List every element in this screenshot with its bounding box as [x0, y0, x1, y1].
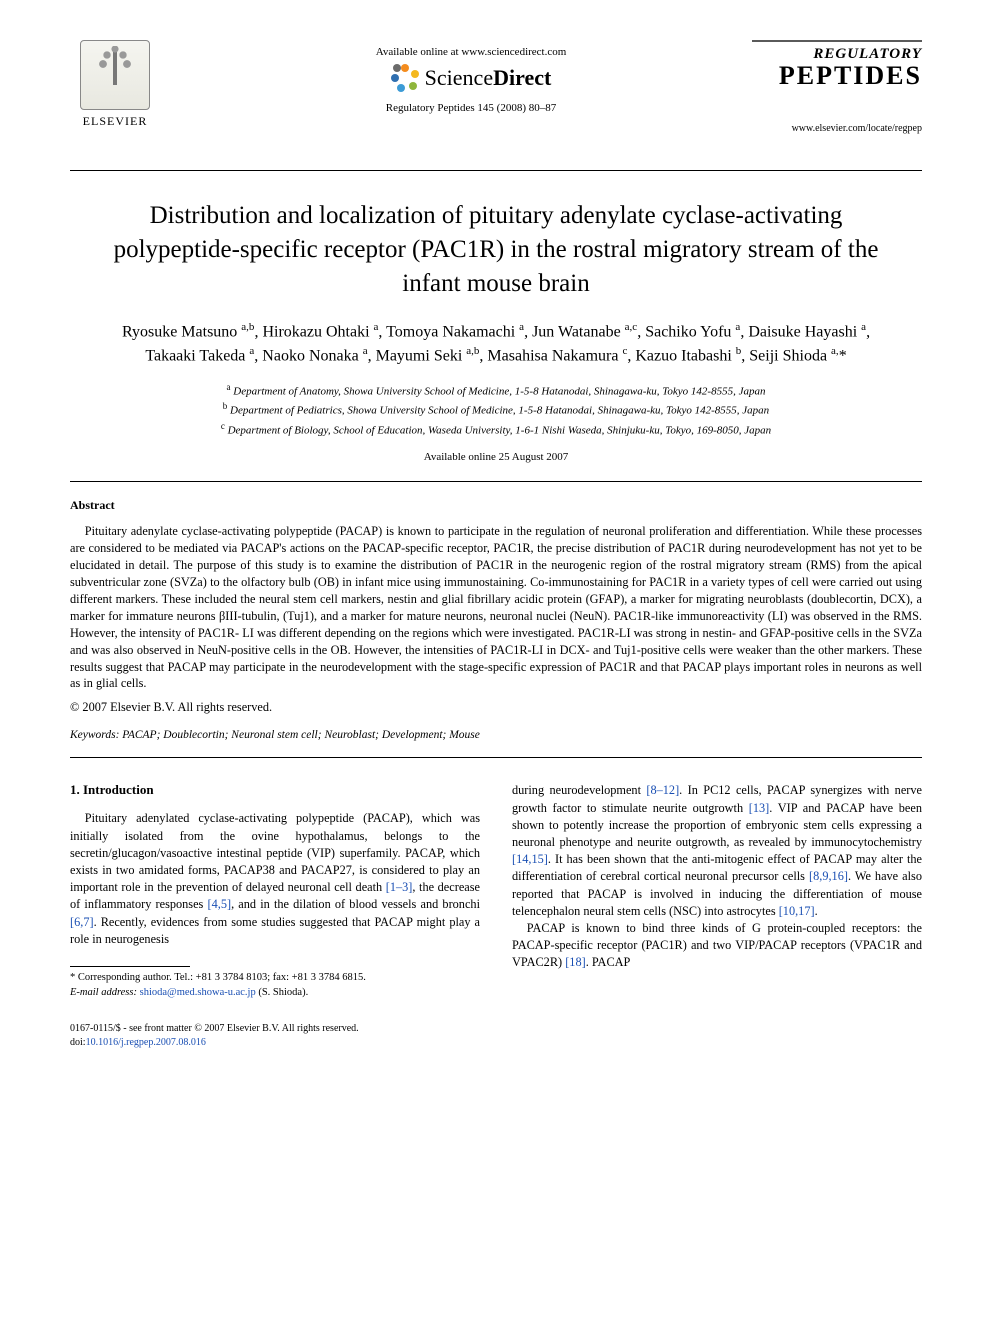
ref-link[interactable]: [8,9,16]: [809, 869, 848, 883]
top-rule: [70, 170, 922, 171]
sciencedirect-logo: ScienceDirect: [190, 64, 752, 92]
sd-wordmark: ScienceDirect: [425, 65, 552, 91]
ref-link[interactable]: [4,5]: [208, 897, 232, 911]
email-label: E-mail address:: [70, 987, 137, 998]
intro-heading: 1. Introduction: [70, 782, 480, 798]
abstract-body: Pituitary adenylate cyclase-activating p…: [70, 523, 922, 693]
title-rule: [70, 481, 922, 482]
affiliation-b: b Department of Pediatrics, Showa Univer…: [70, 400, 922, 419]
ref-link[interactable]: [10,17]: [779, 904, 815, 918]
journal-word-2: PEPTIDES: [752, 63, 922, 89]
abstract-paragraph: Pituitary adenylate cyclase-activating p…: [70, 523, 922, 693]
t: . Recently, evidences from some studies …: [70, 915, 480, 946]
intro-col2-p2: PACAP is known to bind three kinds of G …: [512, 920, 922, 972]
available-online-date: Available online 25 August 2007: [70, 451, 922, 463]
sd-flower-icon: [391, 64, 419, 92]
intro-col2: during neurodevelopment [8–12]. In PC12 …: [512, 782, 922, 971]
abstract-heading: Abstract: [70, 498, 922, 513]
publisher-block: ELSEVIER: [70, 40, 190, 140]
sd-word-2: Direct: [493, 65, 551, 90]
affiliation-a: a Department of Anatomy, Showa Universit…: [70, 381, 922, 400]
publication-header: ELSEVIER Available online at www.science…: [70, 40, 922, 140]
t: .: [815, 904, 818, 918]
t: during neurodevelopment: [512, 783, 646, 797]
ref-link[interactable]: [6,7]: [70, 915, 94, 929]
body-columns: 1. Introduction Pituitary adenylated cyc…: [70, 782, 922, 1000]
journal-citation: Regulatory Peptides 145 (2008) 80–87: [190, 102, 752, 114]
keywords-list: PACAP; Doublecortin; Neuronal stem cell;…: [122, 729, 480, 741]
journal-url: www.elsevier.com/locate/regpep: [752, 123, 922, 134]
email-link[interactable]: shioda@med.showa-u.ac.jp: [140, 987, 256, 998]
email-paren: (S. Shioda).: [258, 987, 308, 998]
intro-col1: Pituitary adenylated cyclase-activating …: [70, 810, 480, 948]
page-footer: 0167-0115/$ - see front matter © 2007 El…: [70, 1022, 922, 1050]
sd-word-1: Science: [425, 65, 493, 90]
t: . PACAP: [586, 955, 631, 969]
keywords-line: Keywords: PACAP; Doublecortin; Neuronal …: [70, 729, 922, 741]
doi-label: doi:: [70, 1037, 86, 1048]
ref-link[interactable]: [18]: [565, 955, 586, 969]
affiliation-c: c Department of Biology, School of Educa…: [70, 420, 922, 439]
elsevier-logo: ELSEVIER: [70, 40, 160, 140]
paper-title: Distribution and localization of pituita…: [110, 199, 882, 300]
publisher-name: ELSEVIER: [83, 114, 148, 129]
author-list: Ryosuke Matsuno a,b, Hirokazu Ohtaki a, …: [100, 320, 892, 367]
journal-brand-block: REGULATORY PEPTIDES www.elsevier.com/loc…: [752, 40, 922, 134]
right-column: during neurodevelopment [8–12]. In PC12 …: [512, 782, 922, 1000]
corr-email-line: E-mail address: shioda@med.showa-u.ac.jp…: [70, 986, 480, 1001]
corresponding-author-footnote: * Corresponding author. Tel.: +81 3 3784…: [70, 971, 480, 1000]
footnote-rule: [70, 966, 190, 967]
available-online-line: Available online at www.sciencedirect.co…: [190, 46, 752, 58]
abstract-rule: [70, 757, 922, 758]
affiliation-a-text: Department of Anatomy, Showa University …: [233, 386, 765, 398]
footer-front-matter: 0167-0115/$ - see front matter © 2007 El…: [70, 1022, 922, 1036]
doi-link[interactable]: 10.1016/j.regpep.2007.08.016: [86, 1037, 206, 1048]
affiliation-b-text: Department of Pediatrics, Showa Universi…: [230, 405, 769, 417]
intro-col2-p1: during neurodevelopment [8–12]. In PC12 …: [512, 782, 922, 920]
journal-title-box: REGULATORY PEPTIDES: [752, 40, 922, 89]
footer-doi-line: doi:10.1016/j.regpep.2007.08.016: [70, 1036, 922, 1050]
keywords-label: Keywords:: [70, 729, 119, 741]
ref-link[interactable]: [8–12]: [646, 783, 679, 797]
elsevier-tree-icon: [80, 40, 150, 110]
header-center: Available online at www.sciencedirect.co…: [190, 40, 752, 114]
left-column: 1. Introduction Pituitary adenylated cyc…: [70, 782, 480, 1000]
affiliation-list: a Department of Anatomy, Showa Universit…: [70, 381, 922, 438]
ref-link[interactable]: [14,15]: [512, 852, 548, 866]
abstract-copyright: © 2007 Elsevier B.V. All rights reserved…: [70, 700, 922, 715]
affiliation-c-text: Department of Biology, School of Educati…: [228, 424, 772, 436]
t: , and in the dilation of blood vessels a…: [231, 897, 480, 911]
ref-link[interactable]: [13]: [749, 801, 770, 815]
intro-col1-p1: Pituitary adenylated cyclase-activating …: [70, 810, 480, 948]
corr-line: * Corresponding author. Tel.: +81 3 3784…: [70, 971, 480, 986]
ref-link[interactable]: [1–3]: [386, 880, 413, 894]
